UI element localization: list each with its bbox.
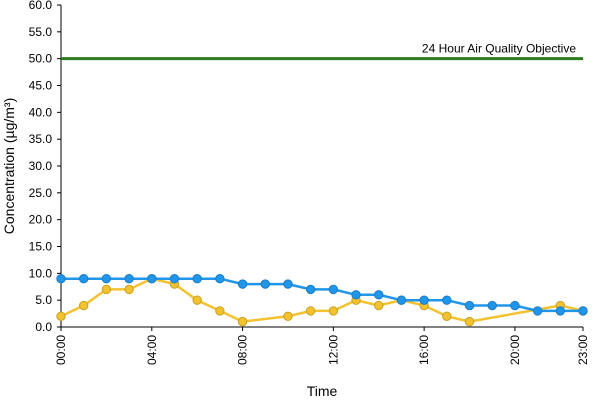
x-tick-label: 20:00 bbox=[508, 335, 522, 365]
y-tick-label: 35.0 bbox=[29, 132, 53, 146]
data-point bbox=[442, 311, 452, 321]
data-point bbox=[192, 295, 202, 305]
y-tick-label: 55.0 bbox=[29, 25, 53, 39]
data-point bbox=[147, 274, 157, 284]
data-point bbox=[169, 274, 180, 284]
data-point bbox=[101, 284, 112, 295]
data-point bbox=[56, 274, 66, 284]
x-tick-label: 23:00 bbox=[576, 335, 590, 365]
data-point bbox=[464, 316, 475, 327]
data-point bbox=[78, 274, 89, 284]
data-point bbox=[56, 311, 66, 321]
y-tick-label: 15.0 bbox=[29, 240, 53, 254]
y-tick-label: 10.0 bbox=[29, 266, 53, 280]
data-point bbox=[237, 279, 248, 289]
data-point bbox=[260, 279, 270, 289]
data-point bbox=[124, 284, 134, 295]
data-point bbox=[305, 284, 316, 295]
data-point bbox=[305, 306, 316, 316]
data-point bbox=[192, 274, 202, 284]
data-point bbox=[283, 279, 293, 289]
y-tick-label: 30.0 bbox=[29, 159, 53, 173]
y-tick-label: 60.0 bbox=[29, 0, 53, 12]
data-point bbox=[419, 295, 429, 305]
data-point bbox=[487, 300, 497, 311]
y-tick-label: 50.0 bbox=[29, 52, 53, 66]
x-tick-label: 12:00 bbox=[326, 335, 340, 365]
y-tick-label: 0.0 bbox=[35, 320, 52, 334]
data-point bbox=[101, 274, 112, 284]
y-axis-ticks: 0.0 5.0 10.0 15.0 20.0 25.0 30.0 35.0 40.0 45.0 50… bbox=[29, 0, 61, 334]
data-point bbox=[124, 274, 134, 284]
data-point bbox=[442, 295, 452, 305]
series-1 bbox=[56, 274, 588, 327]
data-point bbox=[374, 290, 384, 300]
data-point bbox=[464, 300, 475, 311]
data-point bbox=[351, 290, 361, 300]
x-axis-title: Time bbox=[307, 383, 338, 399]
series-layer bbox=[56, 274, 588, 327]
y-tick-label: 45.0 bbox=[29, 79, 53, 93]
data-point bbox=[555, 306, 566, 316]
data-point bbox=[532, 306, 543, 316]
data-point bbox=[215, 274, 225, 284]
y-axis-title: Concentration (µg/m³) bbox=[1, 98, 17, 234]
data-point bbox=[510, 300, 520, 311]
objective-label: 24 Hour Air Quality Objective bbox=[422, 42, 576, 56]
data-point bbox=[237, 316, 248, 327]
x-tick-label: 04:00 bbox=[145, 335, 159, 365]
x-tick-label: 16:00 bbox=[417, 335, 431, 365]
x-tick-label: 08:00 bbox=[236, 335, 250, 365]
data-point bbox=[396, 295, 407, 305]
x-axis-ticks: 00:00 04:00 08:00 12:00 16:00 20:00 23:00 bbox=[54, 327, 590, 365]
series-0 bbox=[56, 274, 588, 316]
data-point bbox=[374, 300, 384, 311]
data-point bbox=[578, 306, 588, 316]
y-tick-label: 20.0 bbox=[29, 213, 53, 227]
data-point bbox=[328, 306, 339, 316]
y-tick-label: 40.0 bbox=[29, 105, 53, 119]
y-tick-label: 25.0 bbox=[29, 186, 53, 200]
y-tick-label: 5.0 bbox=[35, 293, 52, 307]
series-line bbox=[60, 277, 584, 323]
data-point bbox=[328, 284, 339, 295]
data-point bbox=[283, 311, 293, 321]
data-point bbox=[78, 300, 89, 311]
data-point bbox=[215, 306, 225, 316]
x-tick-label: 00:00 bbox=[54, 335, 68, 365]
